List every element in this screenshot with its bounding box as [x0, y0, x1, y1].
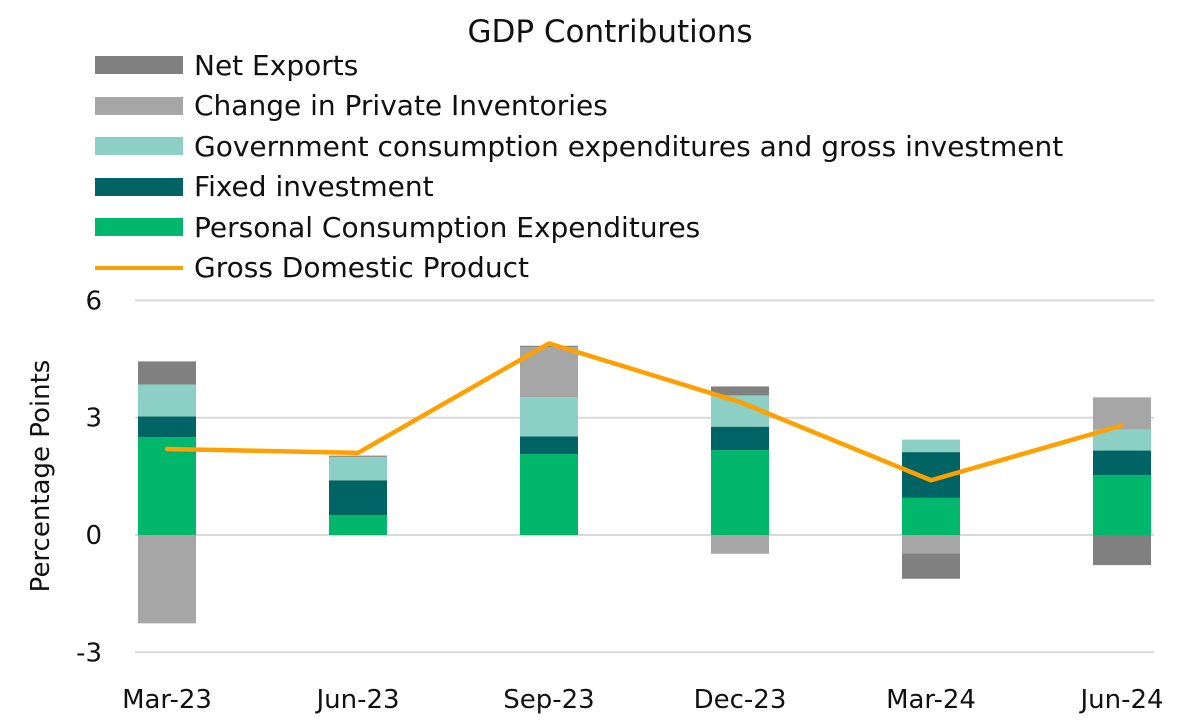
- bar-segment: [711, 386, 769, 396]
- legend-item: Fixed investment: [95, 167, 1063, 208]
- bar-segment: [138, 535, 196, 624]
- y-tick-label: 6: [85, 286, 102, 316]
- x-tick-label: Mar-23: [122, 685, 212, 715]
- bar-segment: [902, 439, 960, 453]
- bar-segment: [520, 454, 578, 535]
- bar-segment: [138, 361, 196, 385]
- bar-segment: [1093, 475, 1151, 535]
- y-tick-label: 3: [85, 404, 102, 434]
- legend-label: Gross Domestic Product: [194, 251, 529, 285]
- legend-swatch: [95, 137, 183, 156]
- y-axis-label: Percentage Points: [26, 360, 56, 593]
- legend-swatch: [95, 177, 183, 196]
- bar-segment: [520, 397, 578, 437]
- bar-segment: [138, 437, 196, 535]
- legend-swatch: [95, 265, 183, 270]
- bar-segment: [711, 535, 769, 554]
- legend-swatch: [95, 56, 183, 75]
- x-tick-label: Dec-23: [694, 685, 787, 715]
- bar-segment: [902, 553, 960, 579]
- bar-segment: [520, 345, 578, 347]
- bar-segment: [138, 384, 196, 417]
- legend-label: Fixed investment: [194, 170, 434, 204]
- x-tick-label: Jun-23: [314, 685, 399, 715]
- legend-label: Government consumption expenditures and …: [194, 129, 1064, 163]
- bar-segment: [329, 480, 387, 516]
- legend-label: Net Exports: [194, 48, 359, 82]
- legend: Net Exports Change in Private Inventories…: [95, 45, 1063, 288]
- y-tick-label: 0: [85, 521, 102, 551]
- bar-segment: [711, 426, 769, 451]
- gdp-line: [164, 341, 1125, 483]
- bar-segment: [711, 450, 769, 535]
- chart-title: GDP Contributions: [467, 14, 753, 50]
- bar-segment: [1093, 535, 1151, 566]
- bar-segment: [902, 535, 960, 554]
- legend-item: Net Exports: [95, 45, 1063, 86]
- legend-swatch: [95, 96, 183, 115]
- bar-segment: [902, 497, 960, 535]
- bar-segment: [138, 416, 196, 438]
- legend-item: Change in Private Inventories: [95, 86, 1063, 127]
- bar-segment: [329, 515, 387, 535]
- legend-label: Change in Private Inventories: [194, 89, 608, 123]
- x-tick-label: Mar-24: [886, 685, 976, 715]
- legend-item: Personal Consumption Expenditures: [95, 207, 1063, 248]
- legend-item: Gross Domestic Product: [95, 248, 1063, 289]
- legend-label: Personal Consumption Expenditures: [194, 210, 701, 244]
- legend-item: Government consumption expenditures and …: [95, 126, 1063, 167]
- bar-segment: [520, 436, 578, 455]
- bar-segment: [1093, 450, 1151, 476]
- x-tick-label: Jun-24: [1078, 685, 1163, 715]
- bar-segment: [1093, 429, 1151, 451]
- y-tick-label: -3: [76, 638, 102, 668]
- x-tick-label: Sep-23: [503, 685, 594, 715]
- bar-segment: [329, 455, 387, 457]
- bar-segment: [329, 456, 387, 481]
- legend-swatch: [95, 218, 183, 237]
